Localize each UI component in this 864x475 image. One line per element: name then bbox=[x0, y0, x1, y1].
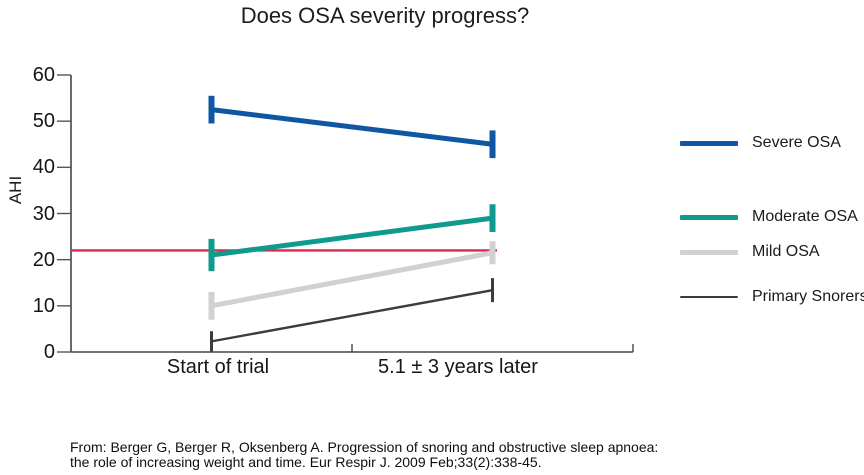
y-tick-label: 60 bbox=[32, 64, 55, 86]
legend-label: Moderate OSA bbox=[752, 208, 858, 225]
severe-osa-line bbox=[211, 107, 493, 147]
y-tick-label: 30 bbox=[32, 202, 55, 225]
legend-swatch-moderate-osa bbox=[680, 214, 738, 220]
x-category-label: Start of trial bbox=[166, 356, 270, 378]
citation-line-2: the role of increasing weight and time. … bbox=[70, 453, 542, 470]
legend-item-severe-osa: Severe OSA bbox=[680, 131, 841, 155]
mild-osa-line bbox=[211, 250, 493, 309]
legend-label: Primary Snorers bbox=[752, 288, 864, 305]
moderate-osa-line bbox=[211, 215, 493, 258]
y-tick-label: 10 bbox=[32, 294, 55, 317]
chart-title: Does OSA severity progress? bbox=[240, 3, 530, 28]
legend-swatch-severe-osa bbox=[680, 140, 738, 146]
citation: From: Berger G, Berger R, Oksenberg A. P… bbox=[70, 440, 658, 469]
legend-item-moderate-osa: Moderate OSA bbox=[680, 205, 858, 229]
legend-item-primary-snorers: Primary Snorers bbox=[680, 285, 864, 309]
y-tick-label: 50 bbox=[32, 110, 55, 133]
x-category-label: 5.1 ± 3 years later bbox=[378, 356, 538, 378]
legend-label: Severe OSA bbox=[752, 134, 841, 151]
y-tick-label: 20 bbox=[32, 248, 55, 271]
y-tick-label: 0 bbox=[43, 341, 55, 363]
legend-swatch-mild-osa bbox=[680, 249, 738, 255]
y-tick-label: 40 bbox=[32, 156, 55, 179]
citation-line-1: From: Berger G, Berger R, Oksenberg A. P… bbox=[70, 439, 659, 455]
legend-swatch-primary-snorers bbox=[680, 295, 738, 299]
legend-label: Mild OSA bbox=[752, 243, 820, 260]
legend-item-mild-osa: Mild OSA bbox=[680, 240, 820, 264]
primary-snorers-line bbox=[211, 288, 493, 343]
